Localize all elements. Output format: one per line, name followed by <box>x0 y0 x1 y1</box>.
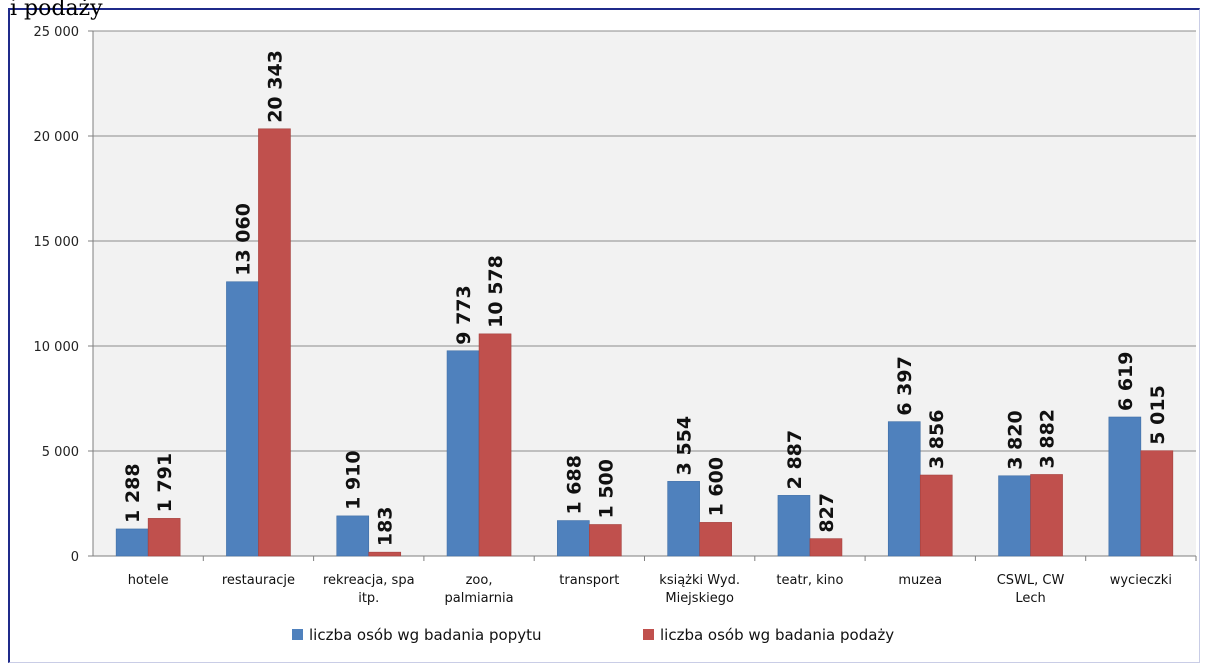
bar-popyt <box>557 520 590 557</box>
data-label: 3 820 <box>1005 410 1027 470</box>
bar-podaz <box>1030 474 1063 557</box>
y-tick-label: 15 000 <box>34 235 80 250</box>
bar-popyt <box>998 475 1031 557</box>
legend-label: liczba osób wg badania podaży <box>660 626 894 644</box>
bar-podaz <box>1140 450 1174 557</box>
bar-popyt <box>226 281 259 557</box>
category-label: wycieczki <box>1110 573 1172 588</box>
legend-swatch-podaz <box>643 629 654 640</box>
bar-popyt <box>667 481 700 557</box>
data-label: 20 343 <box>264 50 286 123</box>
data-label: 1 791 <box>154 453 176 513</box>
data-label: 6 397 <box>894 356 916 416</box>
category-label: CSWL, CW <box>997 573 1065 588</box>
legend-swatch-popyt <box>292 629 303 640</box>
bar-popyt <box>446 350 480 557</box>
category-label: rekreacja, spa <box>323 573 415 588</box>
y-tick-label: 10 000 <box>34 340 80 355</box>
data-label: 183 <box>375 506 397 546</box>
category-label: muzea <box>898 573 942 588</box>
cut-off-heading: i podaży <box>10 0 103 21</box>
data-label: 1 288 <box>122 463 144 523</box>
category-label: itp. <box>358 591 379 606</box>
bar-podaz <box>589 524 622 557</box>
category-label: Miejskiego <box>665 591 734 606</box>
bar-popyt <box>1108 416 1142 557</box>
data-label: 9 773 <box>453 285 475 345</box>
data-label: 827 <box>816 493 838 533</box>
category-label: teatr, kino <box>776 573 843 588</box>
y-tick-label: 25 000 <box>34 25 80 40</box>
data-label: 3 856 <box>926 410 948 470</box>
data-label: 10 578 <box>485 255 507 328</box>
data-label: 6 619 <box>1115 352 1137 412</box>
y-tick-label: 0 <box>71 550 79 565</box>
category-label: zoo, <box>466 573 493 588</box>
category-label: hotele <box>128 573 169 588</box>
bar-podaz <box>809 538 843 557</box>
bar-podaz <box>478 333 512 557</box>
data-label: 3 554 <box>674 416 696 476</box>
data-label: 1 688 <box>563 455 585 515</box>
bar-popyt <box>115 528 149 557</box>
category-label: książki Wyd. <box>659 573 740 588</box>
bar-popyt <box>777 495 811 557</box>
y-tick-label: 20 000 <box>34 130 80 145</box>
data-label: 5 015 <box>1147 385 1169 445</box>
data-label: 1 910 <box>343 450 365 510</box>
data-label: 13 060 <box>232 203 254 276</box>
category-label: palmiarnia <box>445 591 514 606</box>
category-label: restauracje <box>222 573 295 588</box>
legend-label: liczba osób wg badania popytu <box>309 626 542 644</box>
bar-podaz <box>699 522 732 557</box>
data-label: 1 600 <box>706 457 728 517</box>
bar-popyt <box>336 515 370 557</box>
data-label: 1 500 <box>595 459 617 519</box>
bar-podaz <box>258 128 291 557</box>
category-label: Lech <box>1015 591 1045 606</box>
bar-podaz <box>368 551 402 557</box>
bar-popyt <box>887 421 921 557</box>
data-label: 3 882 <box>1037 409 1059 469</box>
bar-podaz <box>147 518 181 557</box>
y-tick-label: 5 000 <box>42 445 79 460</box>
bar-podaz <box>919 474 953 557</box>
data-label: 2 887 <box>784 430 806 490</box>
category-label: transport <box>559 573 619 588</box>
